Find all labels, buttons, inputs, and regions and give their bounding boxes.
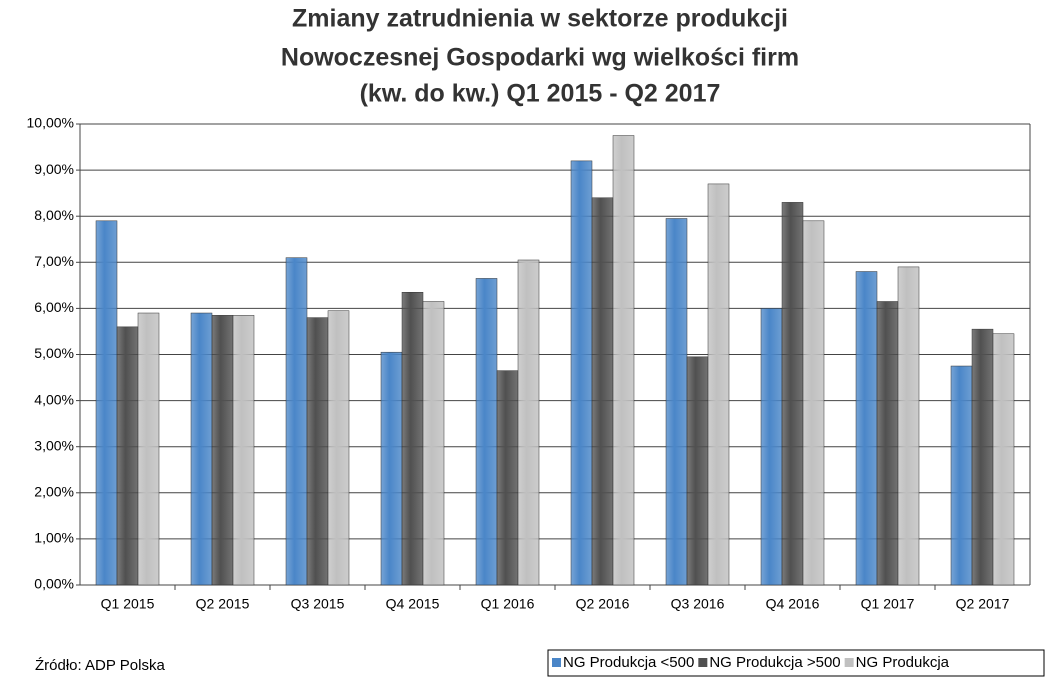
- x-tick-label: Q4 2016: [766, 596, 820, 612]
- legend-swatch: [698, 658, 708, 667]
- bar: [707, 183, 730, 586]
- bar: [802, 220, 825, 586]
- y-tick-label: 7,00%: [34, 253, 74, 269]
- legend-label: NG Produkcja: [856, 654, 950, 671]
- y-tick-label: 10,00%: [27, 115, 74, 131]
- chart-title: (kw. do kw.) Q1 2015 - Q2 2017: [360, 80, 721, 108]
- x-tick-label: Q3 2016: [671, 596, 725, 612]
- x-tick-label: Q1 2015: [101, 596, 155, 612]
- bar: [380, 351, 403, 586]
- bar: [686, 356, 709, 586]
- bar: [401, 292, 424, 586]
- bar: [665, 218, 688, 586]
- bar: [971, 328, 994, 586]
- bar: [781, 202, 804, 586]
- x-tick-label: Q2 2015: [196, 596, 250, 612]
- legend-swatch: [552, 658, 561, 667]
- bar: [116, 326, 139, 586]
- source-note: Źródło: ADP Polska: [35, 657, 165, 674]
- bar: [95, 220, 118, 586]
- bar: [897, 266, 920, 586]
- y-tick-label: 9,00%: [34, 161, 74, 177]
- x-tick-label: Q2 2017: [956, 596, 1010, 612]
- bar: [190, 312, 213, 586]
- legend-box: [547, 649, 1045, 677]
- bar: [211, 315, 234, 586]
- bar: [137, 312, 160, 586]
- bar: [612, 135, 635, 586]
- bar: [855, 271, 878, 586]
- y-tick-label: 5,00%: [34, 345, 74, 361]
- bar: [232, 315, 255, 586]
- bar: [591, 197, 614, 586]
- y-tick-label: 1,00%: [34, 530, 74, 546]
- y-tick-label: 8,00%: [34, 207, 74, 223]
- y-tick-label: 2,00%: [34, 484, 74, 500]
- x-tick-label: Q3 2015: [291, 596, 345, 612]
- chart-title: Nowoczesnej Gospodarki wg wielkości firm: [281, 44, 799, 72]
- bar: [517, 259, 540, 586]
- y-tick-label: 3,00%: [34, 437, 74, 453]
- legend-label: NG Produkcja >500: [709, 654, 840, 671]
- bar: [475, 278, 498, 586]
- chart-title: Zmiany zatrudnienia w sektorze produkcji: [292, 5, 788, 33]
- y-tick-label: 6,00%: [34, 299, 74, 315]
- bar: [876, 301, 899, 586]
- bar: [992, 333, 1015, 586]
- x-tick-label: Q1 2016: [481, 596, 535, 612]
- bar: [760, 308, 783, 586]
- legend-label: NG Produkcja <500: [563, 654, 694, 671]
- y-tick-label: 0,00%: [34, 576, 74, 592]
- x-tick-label: Q4 2015: [386, 596, 440, 612]
- x-tick-label: Q2 2016: [576, 596, 630, 612]
- legend-swatch: [844, 658, 854, 667]
- x-tick-label: Q1 2017: [861, 596, 915, 612]
- bar: [570, 160, 593, 586]
- bar: [327, 310, 350, 586]
- y-tick-label: 4,00%: [34, 391, 74, 407]
- bar: [950, 365, 973, 586]
- bar: [496, 370, 519, 586]
- bar: [285, 257, 308, 586]
- bar: [306, 317, 329, 586]
- bar: [422, 301, 445, 586]
